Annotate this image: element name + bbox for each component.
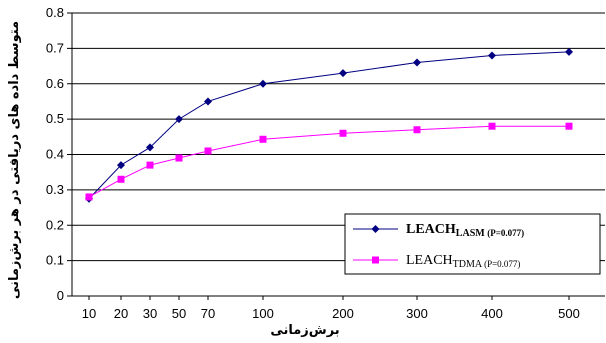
data-point-tdma bbox=[204, 147, 212, 155]
data-point-tdma bbox=[259, 135, 267, 143]
x-tick-label: 20 bbox=[114, 306, 128, 321]
series-line-tdma bbox=[88, 125, 569, 198]
y-tick-label: 0.8 bbox=[46, 5, 64, 20]
x-tick-label: 500 bbox=[558, 306, 580, 321]
y-tick-label: 0.3 bbox=[46, 182, 64, 197]
y-tick-label: 0.4 bbox=[46, 147, 64, 162]
legend-marker-square bbox=[372, 256, 379, 264]
data-point-tdma bbox=[175, 154, 183, 162]
data-point-lasm bbox=[488, 51, 496, 60]
data-point-lasm bbox=[204, 97, 212, 106]
legend-label-lasm: LEACHLASM (P=0.077) bbox=[406, 222, 524, 239]
series-line-lasm bbox=[88, 51, 570, 200]
data-point-tdma bbox=[117, 175, 125, 183]
legend: LEACHLASM (P=0.077) LEACHTDMA (P=0.077) bbox=[344, 213, 601, 275]
x-tick-label: 30 bbox=[143, 306, 157, 321]
data-point-tdma bbox=[146, 161, 154, 169]
legend-label-tdma: LEACHTDMA (P=0.077) bbox=[406, 253, 520, 270]
y-tick-labels: 0 0.1 0.2 0.3 0.4 0.5 0.6 0.7 0.8 bbox=[46, 5, 64, 303]
y-tick-label: 0 bbox=[57, 288, 64, 303]
y-tick-label: 0.1 bbox=[46, 253, 64, 268]
x-tick-label: 100 bbox=[252, 306, 274, 321]
data-point-tdma bbox=[339, 129, 347, 137]
data-point-lasm bbox=[117, 161, 125, 170]
data-point-tdma bbox=[488, 122, 496, 130]
x-tick-label: 200 bbox=[332, 306, 354, 321]
data-point-lasm bbox=[259, 79, 267, 88]
series-group bbox=[85, 47, 573, 203]
data-point-tdma bbox=[85, 193, 93, 201]
legend-marker-diamond bbox=[371, 225, 380, 233]
data-point-tdma bbox=[565, 122, 573, 130]
data-point-lasm bbox=[175, 115, 183, 124]
y-tick-label: 0.5 bbox=[46, 111, 64, 126]
x-tick-label: 10 bbox=[82, 306, 96, 321]
x-tick-label: 300 bbox=[406, 306, 428, 321]
x-tick-label: 70 bbox=[201, 306, 215, 321]
x-tick-labels: 10 20 30 50 70 100 200 300 400 500 bbox=[82, 306, 580, 321]
y-tick-label: 0.7 bbox=[46, 40, 64, 55]
y-tick-label: 0.6 bbox=[46, 76, 64, 91]
data-point-tdma bbox=[413, 126, 421, 134]
data-point-lasm bbox=[565, 47, 573, 56]
x-axis-title: برش‌زمانی bbox=[270, 323, 339, 338]
grid-lines bbox=[72, 12, 605, 262]
y-tick-label: 0.2 bbox=[46, 217, 64, 232]
legend-box bbox=[344, 213, 601, 275]
x-tick-label: 400 bbox=[481, 306, 503, 321]
axes bbox=[67, 12, 605, 300]
y-axis-title: متوسط داده های دریافتی در هر برش‌زمانی bbox=[7, 21, 22, 299]
data-point-lasm bbox=[413, 58, 421, 67]
data-point-lasm bbox=[146, 143, 154, 152]
x-tick-label: 50 bbox=[172, 306, 186, 321]
data-point-lasm bbox=[339, 69, 347, 78]
